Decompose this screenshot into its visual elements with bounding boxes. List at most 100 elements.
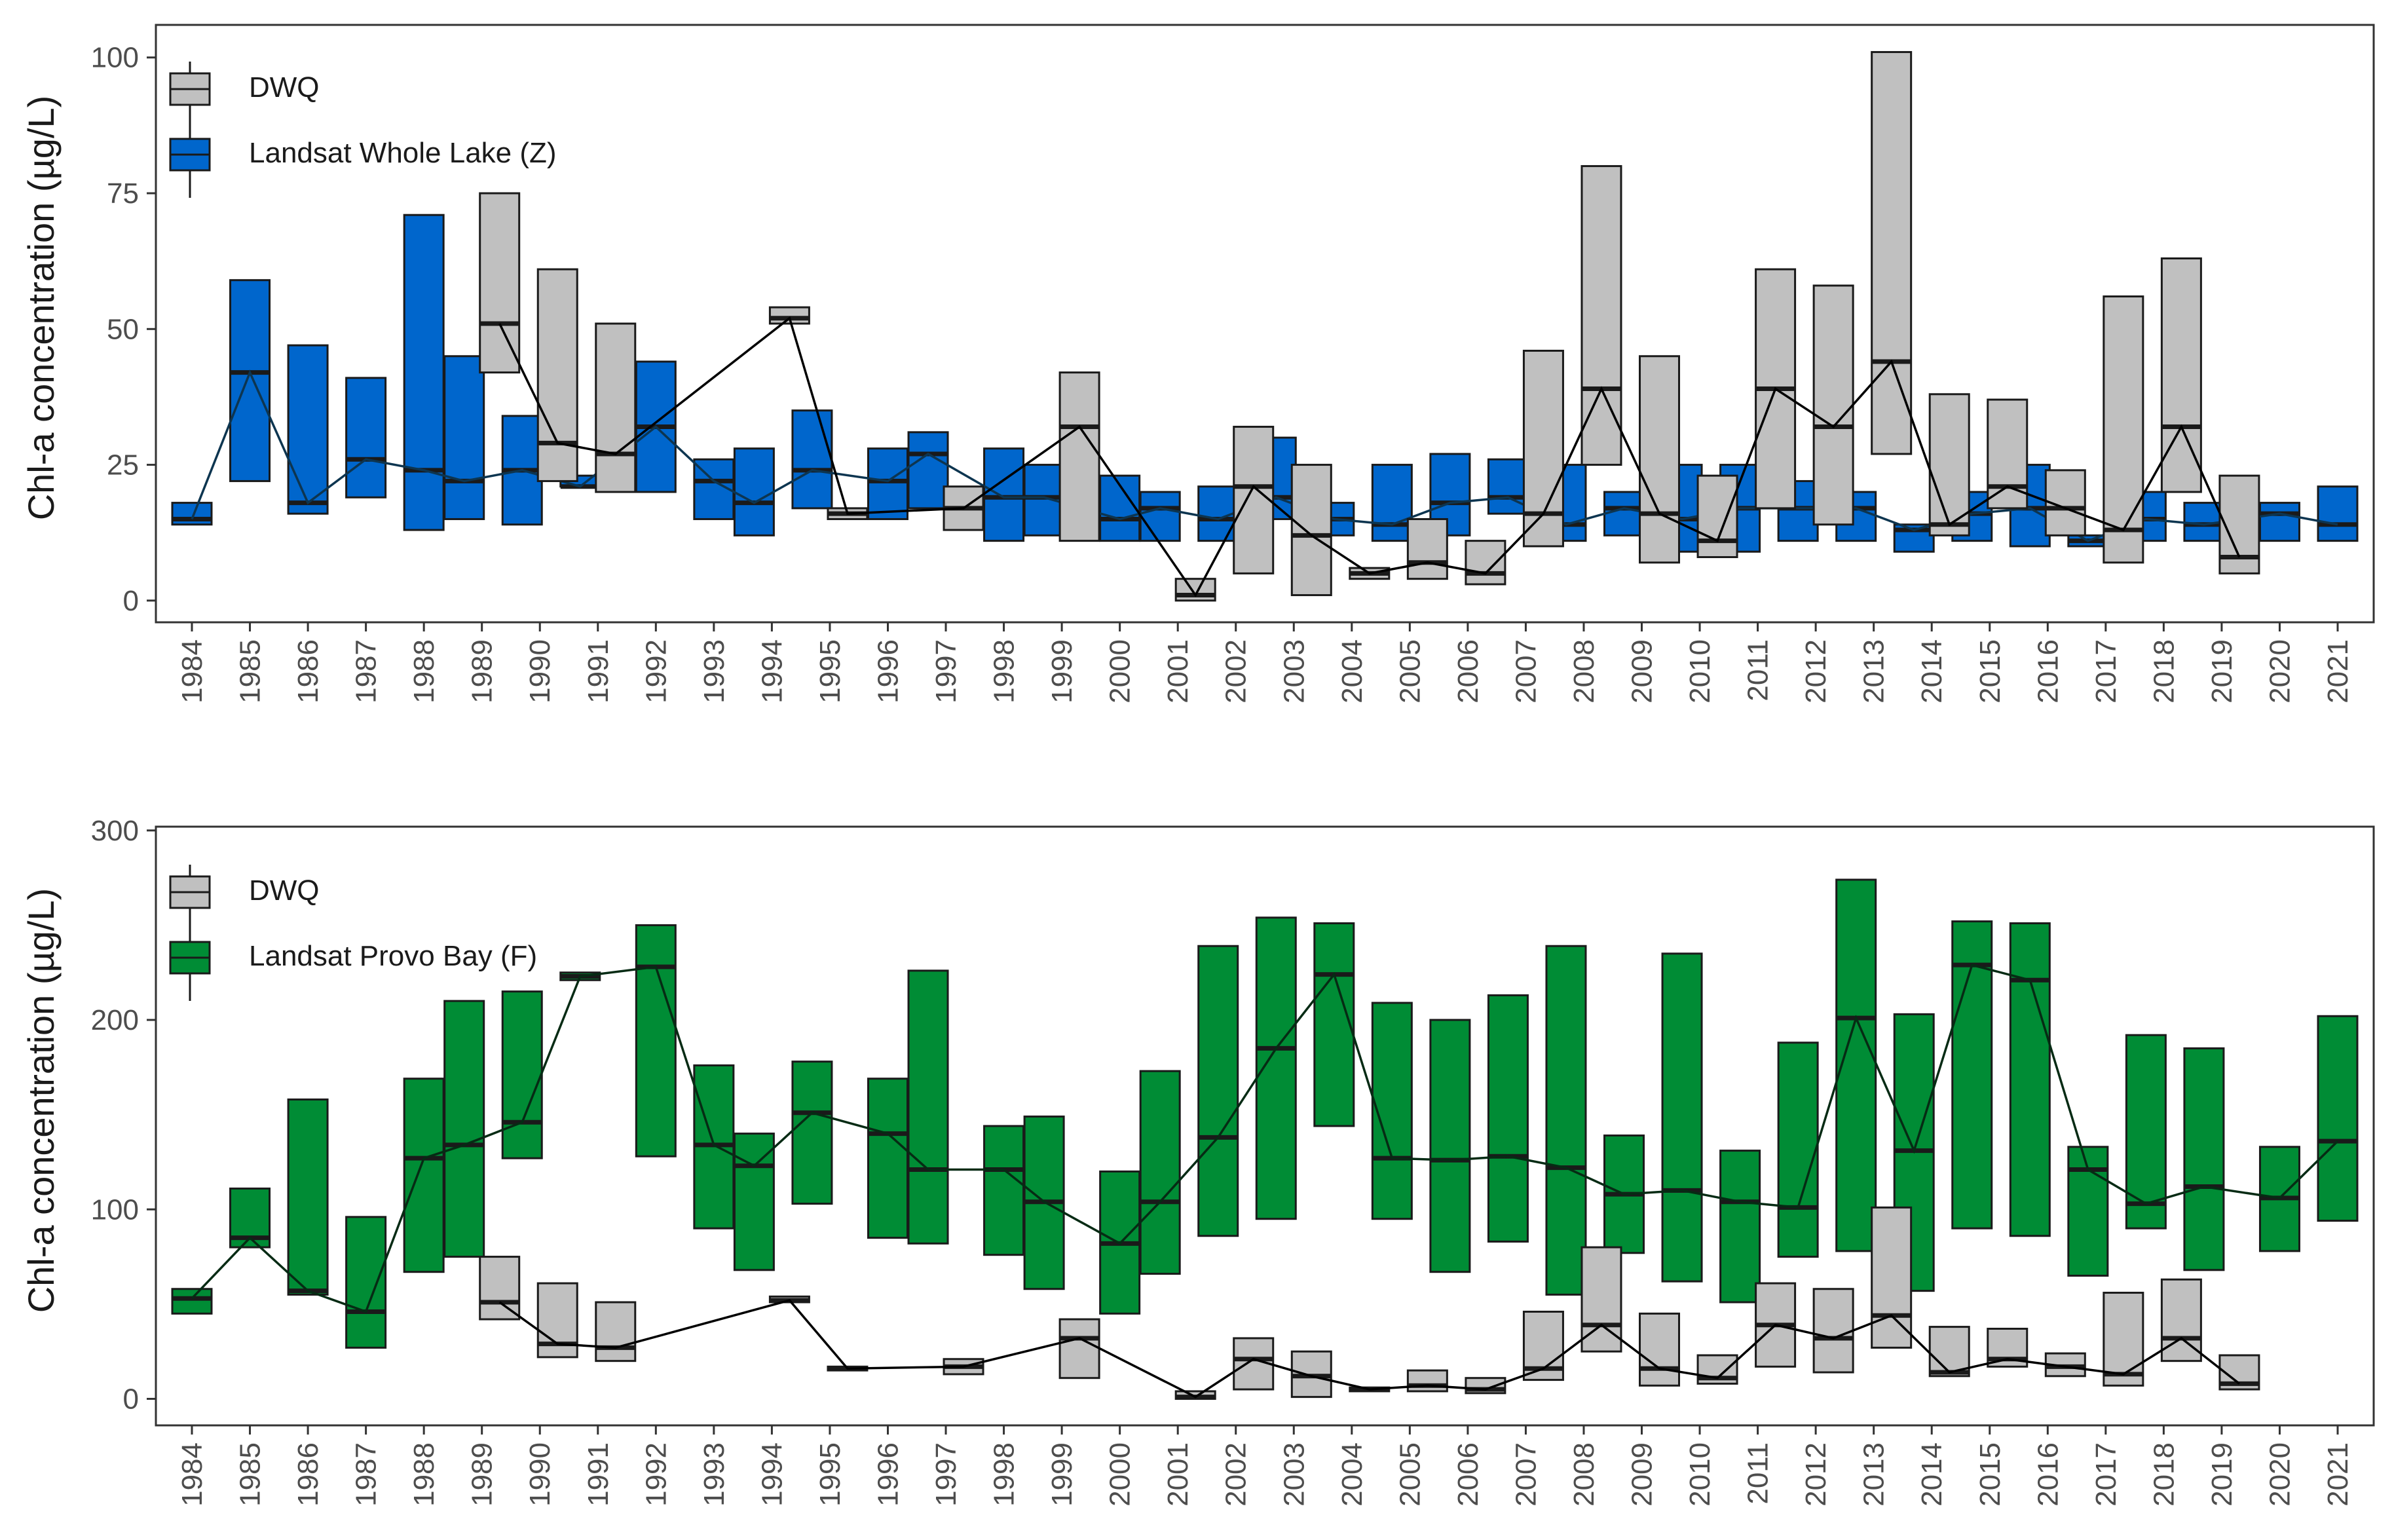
x-tick-label: 2012 [1800,639,1832,704]
box-landsat-2008 [1545,945,1587,1296]
x-tick-label: 2018 [2148,1442,2180,1507]
x-tick-label: 2016 [2032,639,2064,704]
x-tick-label: 2002 [1220,639,1252,704]
box-landsat-1998 [983,447,1025,542]
box-landsat-2021 [2317,1015,2359,1222]
x-tick-label: 1990 [524,639,556,704]
box-dwq-2002 [1233,426,1275,574]
box-dwq-1989 [479,192,521,374]
x-tick-label: 2005 [1394,639,1426,704]
x-tick-label: 2007 [1510,1442,1542,1507]
box-dwq-2009 [1639,1312,1681,1387]
x-tick-label: 1992 [640,1442,672,1507]
box-landsat-2021 [2317,485,2359,542]
y-tick-label: 50 [107,313,139,345]
box-dwq-2015 [1987,398,2029,510]
x-tick-label: 2016 [2032,1442,2064,1507]
x-tick-label: 2014 [1916,639,1948,704]
box-dwq-1990 [536,268,578,482]
box-landsat-1994 [733,447,775,536]
y-tick-label: 75 [107,178,139,210]
x-tick-label: 1999 [1046,639,1078,704]
box-landsat-2001 [1139,1070,1181,1275]
x-tick-label: 2007 [1510,639,1542,704]
box-landsat-1984 [171,1288,213,1315]
box-landsat-1990 [501,990,543,1159]
x-tick-label: 1992 [640,639,672,704]
box-landsat-2009 [1603,491,1645,536]
box-dwq-2013 [1871,50,1913,455]
box-landsat-1996 [867,1078,908,1239]
x-tick-label: 1986 [292,639,324,704]
box-dwq-1989 [479,1256,521,1321]
x-tick-label: 1994 [756,639,788,704]
x-tick-label: 2019 [2206,639,2238,704]
box-landsat-1996 [867,447,908,520]
box-dwq-2005 [1406,1369,1448,1393]
plot-border [155,825,2375,1427]
x-tick-label: 2015 [1974,639,2006,704]
box-landsat-2005 [1371,1002,1413,1220]
x-tick-label: 2004 [1336,639,1368,704]
legend-label-dwq: DWQ [249,874,320,907]
box-dwq-1991 [595,322,637,493]
box-landsat-1986 [287,1099,329,1296]
y-tick-label: 200 [91,1004,139,1036]
x-tick-label: 2002 [1220,1442,1252,1507]
y-tick-label: 100 [91,1193,139,1226]
box-landsat-2012 [1777,1042,1819,1258]
x-tick-label: 1984 [176,639,208,704]
x-tick-label: 2006 [1452,639,1484,704]
x-tick-label: 2004 [1336,1442,1368,1507]
box-landsat-1987 [345,377,387,498]
x-tick-label: 1993 [698,639,730,704]
x-tick-label: 2008 [1568,639,1600,704]
x-tick-label: 2011 [1742,639,1774,702]
y-tick-label: 100 [91,42,139,74]
box-landsat-1995 [791,409,833,510]
box-dwq-2010 [1696,474,1738,559]
box-dwq-2018 [2160,257,2202,493]
box-landsat-2020 [2258,502,2300,542]
box-landsat-2007 [1487,458,1529,515]
box-dwq-2006 [1465,540,1506,586]
box-landsat-2001 [1139,491,1181,542]
x-tick-label: 1995 [814,639,846,704]
box-dwq-2014 [1928,1326,1970,1378]
box-landsat-2019 [2183,1047,2225,1271]
x-tick-label: 2010 [1684,639,1716,704]
box-landsat-1989 [443,1000,485,1258]
x-tick-label: 1995 [814,1442,846,1507]
box-dwq-1999 [1058,1318,1100,1380]
x-tick-label: 1984 [176,1442,208,1507]
x-tick-label: 1989 [466,1442,498,1507]
legend-label-dwq: DWQ [249,71,320,103]
box-landsat-2002 [1197,945,1239,1237]
x-tick-label: 2012 [1800,1442,1832,1507]
box-landsat-2010 [1661,952,1703,1283]
box-landsat-2007 [1487,994,1529,1243]
box-dwq-2012 [1812,284,1854,526]
box-landsat-1988 [403,1078,445,1273]
y-tick-label: 0 [123,585,139,617]
box-dwq-2012 [1812,1288,1854,1374]
box-dwq-2014 [1928,393,1970,536]
x-tick-label: 1997 [930,639,962,704]
x-tick-label: 2020 [2264,639,2296,704]
x-tick-label: 1997 [930,1442,962,1507]
box-landsat-2011 [1719,1150,1761,1304]
box-landsat-1992 [635,924,677,1157]
x-tick-label: 1996 [872,1442,904,1507]
x-tick-label: 1988 [408,639,440,704]
box-landsat-1989 [443,355,485,520]
x-tick-label: 2021 [2322,1442,2354,1507]
median-line-landsat [191,964,2339,1313]
x-tick-label: 2011 [1742,1442,1774,1505]
box-landsat-1988 [403,214,445,531]
x-tick-label: 2015 [1974,1442,2006,1507]
legend-label-landsat-provo-bay: Landsat Provo Bay (F) [249,940,537,972]
box-dwq-1991 [595,1301,637,1362]
x-tick-label: 2001 [1162,1442,1194,1507]
box-landsat-2016 [2009,922,2051,1237]
median-line-dwq [498,316,2241,597]
